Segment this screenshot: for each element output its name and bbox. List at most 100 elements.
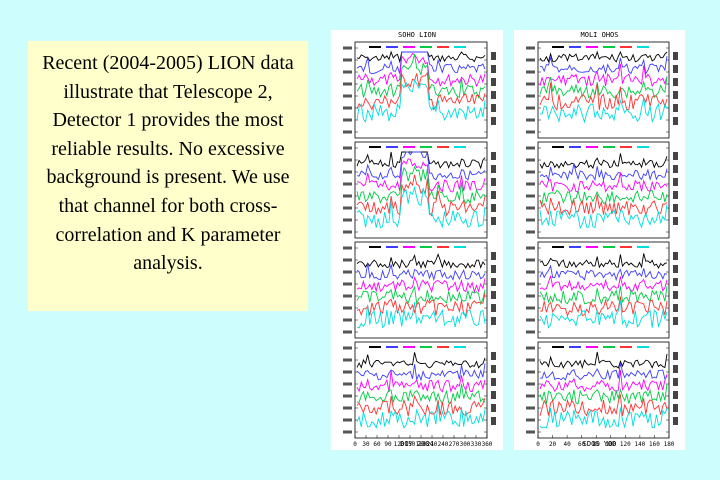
right-xtick-label: 60 (578, 441, 586, 448)
left-legend-swatch (437, 346, 449, 348)
right-xtick-label: 140 (634, 441, 645, 448)
left-ytick-label-glyph (343, 282, 352, 286)
right-legend-swatch (620, 246, 632, 248)
left-xtick-label: 360 (482, 441, 493, 448)
left-right-axis-glyph (491, 165, 496, 173)
left-right-axis-glyph (491, 217, 496, 225)
right-legend-swatch (637, 246, 649, 248)
right-xtick-label: 120 (620, 441, 631, 448)
right-ytick-label-glyph (526, 158, 535, 162)
right-right-axis-glyph (673, 365, 678, 373)
right-ytick-label-glyph (526, 418, 535, 422)
right-legend-swatch (603, 146, 615, 148)
left-legend-swatch (454, 246, 466, 248)
right-right-axis-glyph (673, 78, 678, 86)
left-right-axis-glyph (491, 104, 496, 112)
right-series-trace (539, 55, 668, 75)
right-legend-swatch (620, 146, 632, 148)
left-legend-swatch (420, 246, 432, 248)
right-ytick-label-glyph (526, 430, 535, 434)
left-ytick-label-glyph (343, 94, 352, 98)
right-series-trace (539, 253, 668, 269)
right-ytick-label-glyph (526, 46, 535, 50)
right-xtick-label: 20 (549, 441, 557, 448)
left-series-trace (356, 51, 486, 75)
right-series-trace (539, 369, 668, 393)
left-ytick-label-glyph (343, 106, 352, 110)
left-ytick-label-glyph (343, 406, 352, 410)
left-right-axis-glyph (491, 265, 496, 273)
left-series-trace (356, 253, 486, 270)
left-ytick-label-glyph (343, 158, 352, 162)
left-ytick-label-glyph (343, 370, 352, 374)
left-ytick-label-glyph (343, 130, 352, 134)
right-right-axis-glyph (673, 204, 678, 212)
left-ytick-label-glyph (343, 294, 352, 298)
right-series-trace (539, 82, 668, 111)
left-ytick-label-glyph (343, 118, 352, 122)
left-legend-swatch (437, 246, 449, 248)
right-legend-swatch (569, 146, 581, 148)
left-legend-swatch (386, 246, 398, 248)
right-series-trace (539, 264, 668, 282)
right-right-axis-glyph (673, 91, 678, 99)
left-series-trace (356, 293, 486, 317)
right-ytick-label-glyph (526, 82, 535, 86)
right-right-axis-glyph (673, 352, 678, 360)
right-series-trace (539, 362, 668, 381)
left-series-trace (356, 285, 486, 306)
right-series-trace (539, 163, 668, 182)
right-ytick-label-glyph (526, 146, 535, 150)
left-ytick-label-glyph (343, 218, 352, 222)
right-ytick-label-glyph (526, 230, 535, 234)
right-right-axis-glyph (673, 217, 678, 225)
right-right-axis-glyph (673, 304, 678, 312)
left-legend-swatch (369, 346, 381, 348)
left-ytick-label-glyph (343, 70, 352, 74)
right-legend-swatch (552, 346, 564, 348)
right-legend-swatch (552, 246, 564, 248)
left-xtick-label: 240 (438, 441, 449, 448)
right-ytick-label-glyph (526, 70, 535, 74)
right-ytick-label-glyph (526, 382, 535, 386)
left-legend-swatch (386, 146, 398, 148)
left-xtick-label: 330 (471, 441, 482, 448)
left-ytick-label-glyph (343, 346, 352, 350)
left-legend-swatch (454, 346, 466, 348)
right-legend-swatch (637, 346, 649, 348)
left-ytick-label-glyph (343, 58, 352, 62)
left-right-axis-glyph (491, 152, 496, 160)
right-ytick-label-glyph (526, 358, 535, 362)
right-ytick-label-glyph (526, 306, 535, 310)
left-right-axis-glyph (491, 117, 496, 125)
soho-lion-plot-panel: 0 30 60 90 120 150 180 210 240 270 300 330 360 SOHO … (331, 30, 503, 450)
right-xtick-label: 180 (664, 441, 675, 448)
right-right-axis-glyph (673, 152, 678, 160)
left-series-trace (357, 383, 486, 405)
right-ytick-label-glyph (526, 182, 535, 186)
left-legend-swatch (420, 346, 432, 348)
left-legend-swatch (403, 46, 415, 48)
right-panel-xlabel: SDOS YOD (582, 440, 617, 448)
left-xtick-label: 120 (394, 441, 405, 448)
right-right-axis-glyph (673, 417, 678, 425)
right-ytick-label-glyph (526, 58, 535, 62)
left-xtick-label: 60 (373, 441, 381, 448)
right-ytick-label-glyph (526, 346, 535, 350)
left-legend-swatch (403, 246, 415, 248)
right-right-axis-glyph (673, 65, 678, 73)
right-right-axis-glyph (673, 391, 678, 399)
right-series-trace (539, 172, 668, 193)
right-legend-swatch (569, 246, 581, 248)
right-right-axis-glyph (673, 317, 678, 325)
right-series-trace (539, 98, 668, 124)
left-right-axis-glyph (491, 278, 496, 286)
left-series-trace (356, 151, 486, 181)
left-series-trace (356, 174, 486, 217)
right-series-trace (539, 407, 668, 429)
left-ytick-label-glyph (343, 418, 352, 422)
left-legend-swatch (420, 46, 432, 48)
right-series-trace (539, 50, 668, 63)
left-series-trace (356, 71, 486, 111)
left-series-trace (356, 52, 486, 88)
